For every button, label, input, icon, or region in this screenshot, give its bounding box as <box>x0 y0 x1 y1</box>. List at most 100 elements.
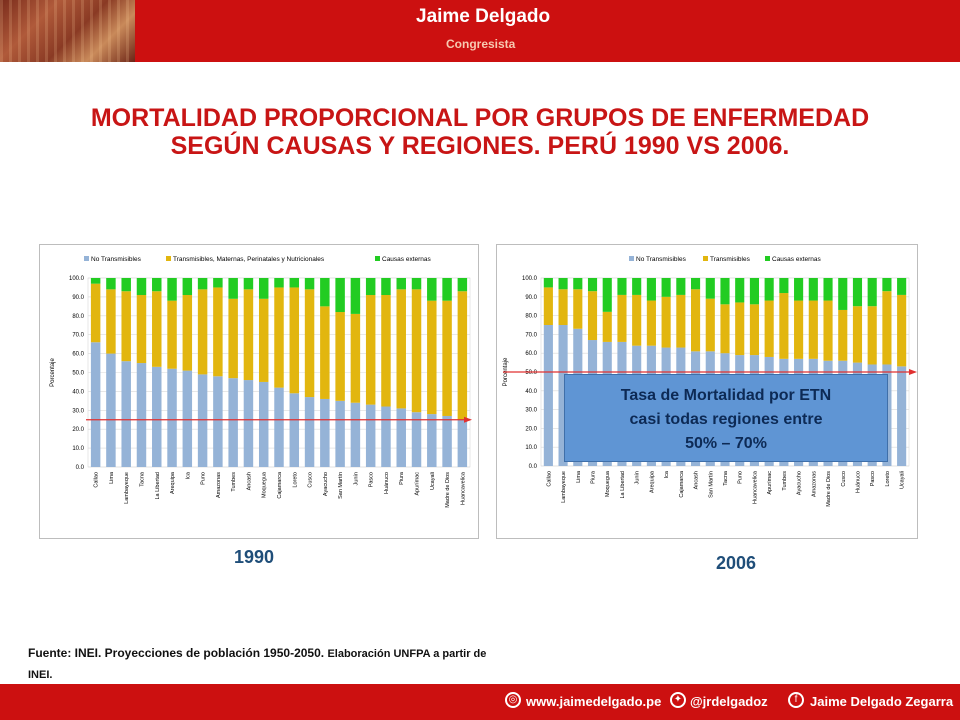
bar-segment <box>258 298 269 382</box>
x-tick-label: Arequipa <box>170 471 176 494</box>
x-tick-label: Apurímac <box>415 472 421 496</box>
bar-segment <box>573 289 583 329</box>
year-label-2006: 2006 <box>716 553 757 573</box>
x-tick-label: Loreto <box>885 471 891 487</box>
bar-segment <box>442 415 452 467</box>
bar-segment <box>794 300 804 359</box>
bar-segment <box>365 295 376 405</box>
y-tick-label: 50.0 <box>72 371 84 377</box>
bar-segment <box>808 278 818 301</box>
bar-segment <box>676 294 686 348</box>
bar-segment <box>121 278 131 292</box>
bar-segment <box>350 313 361 403</box>
bar-segment <box>152 366 162 467</box>
x-tick-label: Lima <box>576 470 582 483</box>
source-small: Elaboración UNFPA a partir de <box>327 648 487 660</box>
reference-arrowhead <box>464 416 472 423</box>
bar-segment <box>411 278 422 290</box>
bar-segment <box>197 278 208 290</box>
x-tick-label: San Martín <box>708 471 714 498</box>
x-tick-label: Ica <box>185 471 191 479</box>
bar-segment <box>213 278 223 288</box>
footer-website[interactable]: www.jaimedelgado.pe <box>526 694 662 709</box>
bar-segment <box>897 366 907 466</box>
bar-segment <box>720 278 730 305</box>
bar-segment <box>457 278 468 292</box>
bar-segment <box>182 295 193 371</box>
bar-segment <box>274 287 284 388</box>
bar-segment <box>749 278 760 305</box>
x-tick-label: La Libertad <box>620 471 626 499</box>
bar-segment <box>632 294 642 346</box>
x-tick-label: Puno <box>738 471 744 484</box>
bar-segment <box>661 296 671 348</box>
source-line-2: INEI. <box>28 669 53 681</box>
bar-segment <box>197 289 208 375</box>
y-axis-label: Porcentaje <box>50 357 56 386</box>
bar-segment <box>213 376 223 467</box>
y-tick-label: 60.0 <box>525 351 537 357</box>
x-tick-label: Ayacucho <box>797 471 803 495</box>
year-label-1990: 1990 <box>234 547 275 567</box>
bar-segment <box>457 291 468 420</box>
callout-line-2: casi todas regiones entre <box>629 411 823 428</box>
bar-segment <box>676 278 686 295</box>
header-bar: Jaime Delgado Congresista <box>0 0 960 62</box>
bar-segment <box>602 278 612 312</box>
bar-segment <box>243 380 254 467</box>
bar-segment <box>228 278 238 299</box>
footer-twitter[interactable]: @jrdelgadoz <box>690 694 768 709</box>
y-tick-label: 40.0 <box>72 389 84 395</box>
header-subtitle: Congresista <box>446 37 516 51</box>
x-tick-label: Amazonas <box>811 471 817 497</box>
x-tick-label: Huánuco <box>855 471 861 493</box>
x-tick-label: Ancash <box>694 471 700 489</box>
bar-segment <box>365 404 376 467</box>
bar-segment <box>735 278 745 303</box>
x-tick-label: Ayacucho <box>323 472 329 496</box>
x-tick-label: Piura <box>591 470 597 484</box>
x-tick-label: San Martín <box>338 472 344 499</box>
chart-1990-svg: 0.0 10.0 20.0 30.0 40.0 50.0 60.0 70.0 80.0 90.0 1… <box>50 256 472 508</box>
bar-segment <box>558 325 568 466</box>
x-tick-label: Pasco <box>870 471 876 486</box>
bar-segment <box>587 291 598 341</box>
title-line-2: SEGÚN CAUSAS Y REGIONES. PERÚ 1990 VS 20… <box>170 132 790 160</box>
y-tick-label: 90.0 <box>72 295 84 301</box>
x-tick-label: Piura <box>399 471 405 485</box>
bar-segment <box>90 278 101 284</box>
bar-segment <box>274 278 284 288</box>
legend-label: No Transmisibles <box>91 256 142 263</box>
x-tick-label: Huánuco <box>384 472 390 494</box>
bar-segment <box>442 300 452 416</box>
bar-segment <box>258 381 269 467</box>
facebook-icon: f <box>788 692 804 708</box>
bar-segment <box>558 289 568 325</box>
x-tick-label: Moquegua <box>262 471 268 498</box>
bar-segment <box>396 408 406 467</box>
bar-segment <box>602 311 612 342</box>
bar-segment <box>558 278 568 290</box>
twitter-icon: ✦ <box>670 692 686 708</box>
footer-facebook[interactable]: Jaime Delgado Zegarra <box>810 694 954 709</box>
legend-label: Causas externas <box>772 256 822 263</box>
x-tick-label: Cajamarca <box>277 471 283 499</box>
legend-label: Causas externas <box>382 256 432 263</box>
x-tick-label: Madre de Dios <box>445 472 451 508</box>
bar-segment <box>365 278 376 296</box>
x-tick-label: La Libertad <box>155 472 161 500</box>
bar-segment <box>646 300 656 346</box>
bar-segment <box>396 278 406 290</box>
bar-segment <box>197 374 208 467</box>
x-tick-label: Pasco <box>369 472 375 487</box>
x-tick-label: Arequipa <box>649 470 655 493</box>
bar-segment <box>587 278 598 292</box>
x-tick-label: Cajamarca <box>679 470 685 498</box>
bar-segment <box>882 291 892 365</box>
bar-segment <box>335 312 345 401</box>
x-tick-label: Tacna <box>139 471 145 487</box>
bar-segment <box>213 287 223 377</box>
callout-line-3: 50% – 70% <box>685 435 767 452</box>
bar-segment <box>617 278 627 295</box>
x-tick-label: Ica <box>664 470 670 478</box>
